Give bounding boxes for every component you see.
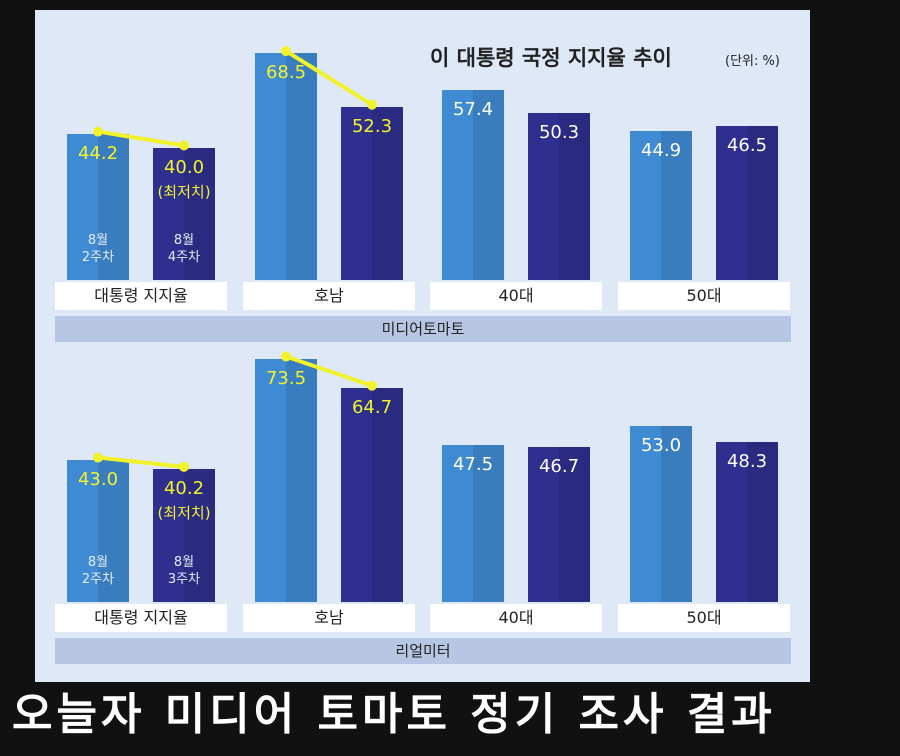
bar [153, 147, 215, 280]
annotation: (최저치) [157, 503, 211, 522]
value-label: 44.2 [77, 142, 119, 164]
bar [255, 53, 317, 280]
value-label: 44.9 [640, 140, 682, 162]
value-label: 46.5 [726, 134, 768, 156]
category-label: 50대 [618, 604, 790, 632]
value-label: 47.5 [452, 453, 494, 475]
bar [255, 358, 317, 602]
bar [341, 106, 403, 280]
trend-dot [367, 99, 377, 110]
trend-dot [93, 126, 103, 137]
bar [442, 444, 504, 602]
trend-line [284, 49, 374, 107]
value-label: 64.7 [351, 396, 393, 418]
source-label: 미디어토마토 [55, 316, 791, 342]
unit-label: (단위: %) [725, 54, 780, 69]
value-label: 53.0 [640, 435, 682, 457]
category-label: 40대 [430, 282, 602, 310]
category-label: 50대 [618, 282, 790, 310]
bar [630, 426, 692, 602]
bar [716, 125, 778, 280]
category-label: 호남 [243, 604, 415, 632]
series-label: 8월 4주차 [167, 233, 201, 265]
bar [67, 133, 129, 280]
category-label: 호남 [243, 282, 415, 310]
value-label: 73.5 [265, 367, 307, 389]
value-label: 50.3 [538, 122, 580, 144]
bar [341, 387, 403, 602]
category-label: 40대 [430, 604, 602, 632]
value-label: 43.0 [77, 468, 119, 490]
value-label: 40.2 [163, 477, 205, 499]
trend-dot [367, 380, 377, 391]
bar [630, 131, 692, 280]
bar [528, 113, 590, 280]
trend-dot [281, 351, 291, 362]
source-label: 리얼미터 [55, 638, 791, 664]
caption: 오늘자 미디어 토마토 정기 조사 결과 [12, 689, 776, 740]
value-label: 40.0 [163, 156, 205, 178]
chart-title: 이 대통령 국정 지지율 추이 [430, 46, 672, 70]
bar [528, 447, 590, 602]
category-label: 대통령 지지율 [55, 282, 227, 310]
value-label: 68.5 [265, 62, 307, 84]
series-label: 8월 3주차 [167, 555, 201, 587]
trend-dot [281, 46, 291, 57]
trend-line [97, 455, 185, 469]
annotation: (최저치) [157, 182, 211, 201]
value-label: 52.3 [351, 115, 393, 137]
value-label: 48.3 [726, 451, 768, 472]
category-label: 대통령 지지율 [55, 604, 227, 632]
trend-dot [179, 140, 189, 151]
bar [67, 459, 129, 602]
trend-line [97, 129, 185, 148]
bar [442, 89, 504, 280]
series-label: 8월 2주차 [81, 233, 115, 265]
value-label: 46.7 [538, 456, 580, 478]
trend-line [285, 354, 373, 388]
series-label: 8월 2주차 [81, 555, 115, 587]
value-label: 57.4 [452, 98, 494, 120]
trend-dot [93, 452, 103, 463]
bar [153, 468, 215, 602]
trend-dot [179, 461, 189, 472]
bar [716, 442, 778, 602]
